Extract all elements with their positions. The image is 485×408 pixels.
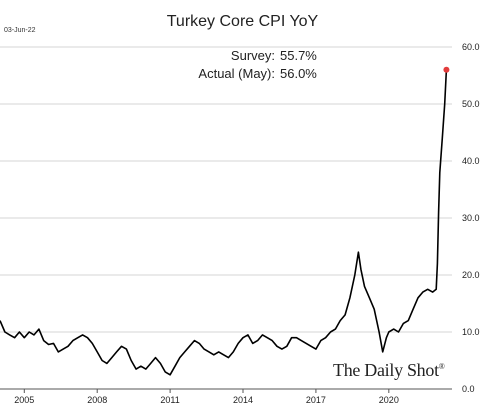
x-tick-label: 2008: [87, 395, 107, 405]
survey-value: 55.7%: [280, 48, 317, 63]
y-tick-label: 50.0: [462, 99, 480, 109]
y-tick-label: 0.0: [462, 384, 475, 394]
y-tick-label: 40.0: [462, 156, 480, 166]
y-tick-label: 30.0: [462, 213, 480, 223]
actual-label: Actual (May):: [198, 66, 275, 81]
markers: [443, 66, 450, 73]
x-tick-label: 2011: [160, 395, 179, 405]
x-tick-label: 2020: [379, 395, 399, 405]
x-axis: 2005 2008 2011 2014 2017 2020: [14, 389, 399, 405]
y-tick-label: 20.0: [462, 270, 480, 280]
daily-shot-logo: The Daily Shot®: [333, 360, 445, 381]
logo-mark: ®: [438, 362, 445, 371]
gridlines: [0, 46, 452, 333]
x-tick-label: 2017: [306, 395, 326, 405]
actual-value: 56.0%: [280, 66, 317, 81]
date-stamp: 03-Jun-22: [4, 27, 36, 34]
survey-label: Survey:: [230, 48, 275, 63]
latest-value-marker: [443, 66, 450, 73]
x-tick-label: 2014: [233, 395, 253, 405]
y-axis: 0.0 10.0 20.0 30.0 40.0 50.0 60.0: [462, 42, 480, 394]
chart-title: Turkey Core CPI YoY: [166, 13, 319, 30]
y-tick-label: 10.0: [462, 327, 480, 337]
series-line: [0, 69, 448, 376]
x-tick-label: 2005: [14, 395, 34, 405]
y-tick-label: 60.0: [462, 42, 480, 52]
logo-text: The Daily Shot: [333, 360, 439, 380]
